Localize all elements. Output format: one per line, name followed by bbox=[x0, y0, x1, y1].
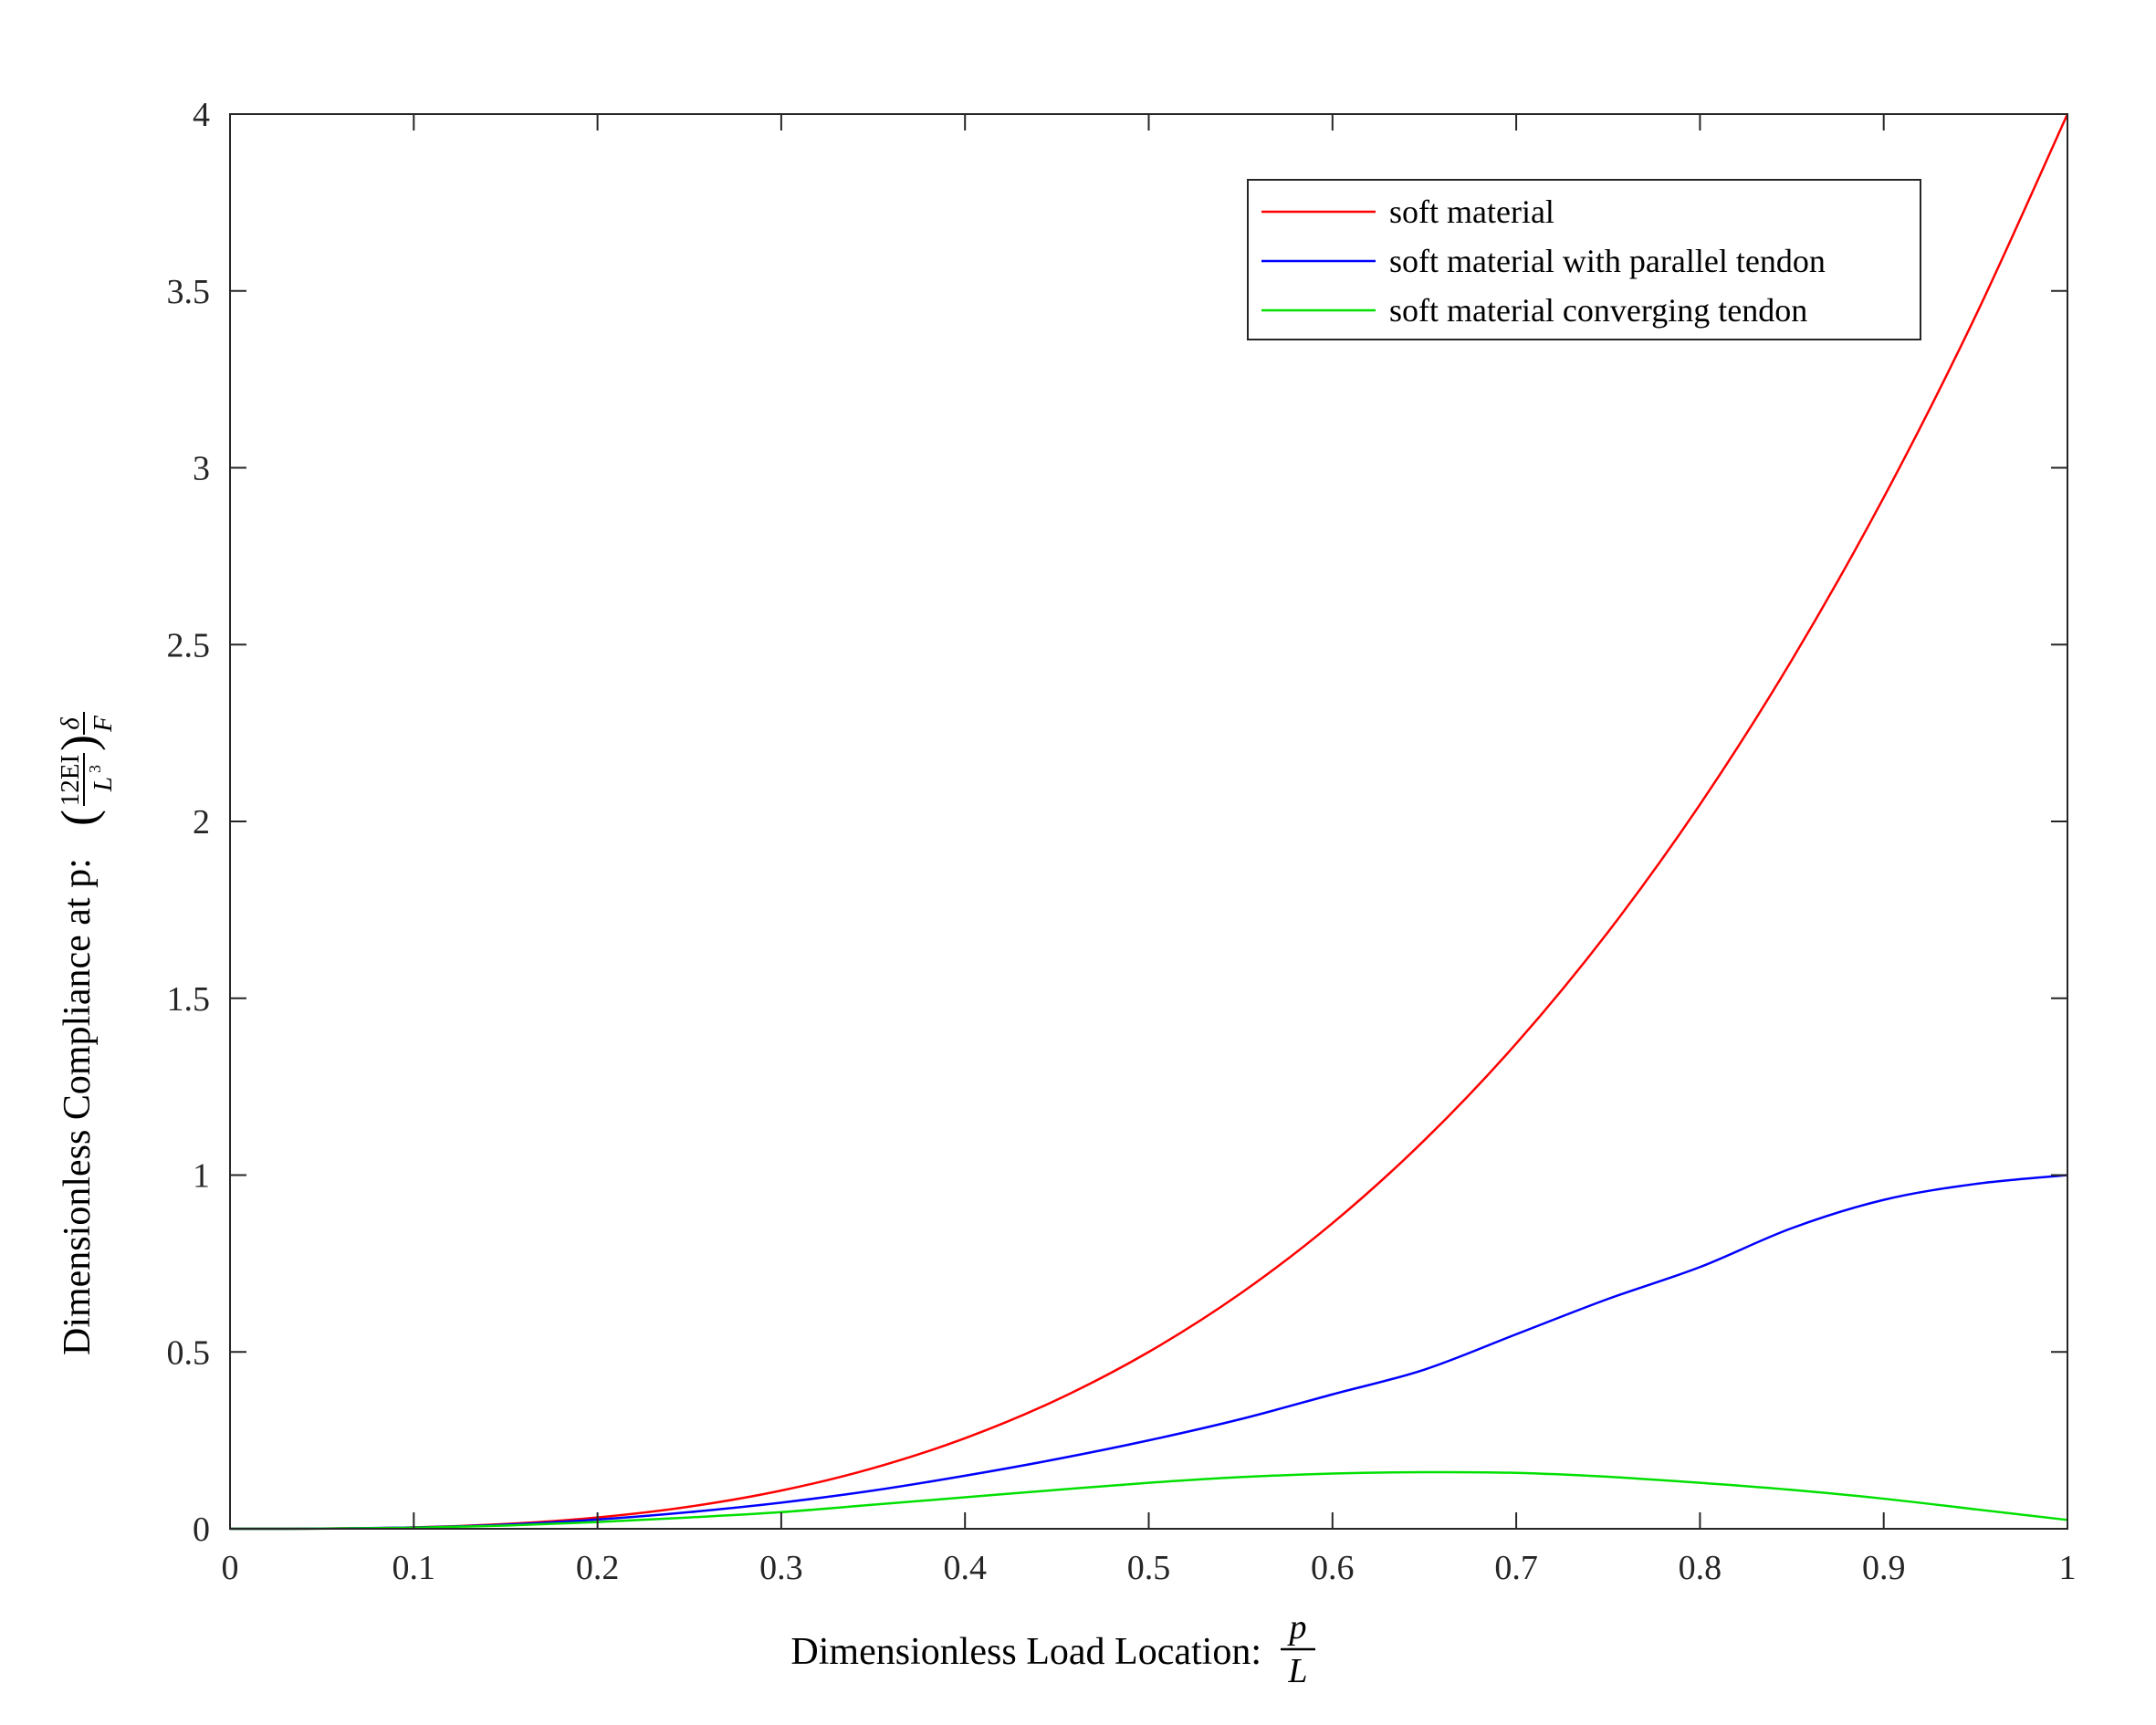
y-tick-label: 3 bbox=[193, 450, 210, 488]
y-label-num: 12EI bbox=[56, 755, 85, 806]
legend-label-1: soft material bbox=[1389, 193, 1554, 230]
legend-label-3: soft material converging tendon bbox=[1389, 292, 1807, 329]
y-label-formula: ( 12EI L 3 ) δ F bbox=[51, 712, 118, 826]
plot-area bbox=[230, 114, 2067, 1529]
series-line-3 bbox=[229, 1470, 2068, 1531]
x-tick-label: 0.9 bbox=[1862, 1549, 1906, 1587]
x-axis-label-text: Dimensionless Load Location: bbox=[790, 1631, 1261, 1673]
y-tick-label: 0 bbox=[193, 1511, 210, 1549]
x-tick-label: 0.5 bbox=[1127, 1549, 1171, 1587]
y-tick-label: 1 bbox=[193, 1157, 210, 1196]
y-axis-label: Dimensionless Compliance at p: ( 12EI L … bbox=[51, 712, 118, 1355]
x-tick-label: 0.7 bbox=[1494, 1549, 1538, 1587]
y-tick-label: 3.5 bbox=[167, 273, 211, 311]
y-axis-label-text: Dimensionless Compliance at p: bbox=[57, 858, 99, 1355]
x-tick-label: 0.8 bbox=[1679, 1549, 1722, 1587]
x-axis-label: Dimensionless Load Location: p L bbox=[790, 1608, 1315, 1690]
x-tick-label: 0.1 bbox=[392, 1549, 436, 1587]
x-tick-label: 1 bbox=[2059, 1549, 2077, 1587]
y-label-den-exp: 3 bbox=[86, 765, 104, 773]
x-tick-label: 0 bbox=[222, 1549, 239, 1587]
series-line-1 bbox=[229, 113, 2069, 1531]
x-tick-label: 0.6 bbox=[1311, 1549, 1355, 1587]
legend-items: soft material soft material with parallel… bbox=[1261, 193, 1826, 329]
y-tick-label: 2 bbox=[193, 803, 210, 842]
x-tick-label: 0.3 bbox=[759, 1549, 803, 1587]
y-tick-label: 4 bbox=[193, 96, 210, 134]
y-tick-label: 0.5 bbox=[167, 1333, 211, 1372]
y-label-right-paren: ) bbox=[51, 735, 106, 751]
y-label-den: L bbox=[89, 777, 118, 792]
y-label-delta: δ bbox=[56, 717, 85, 730]
y-label-left-paren: ( bbox=[51, 810, 106, 826]
x-label-numerator: p bbox=[1287, 1608, 1307, 1647]
y-tick-label: 1.5 bbox=[167, 980, 211, 1019]
ticks-layer: 0 0.1 0.2 0.3 0.4 0.5 0.6 0.7 0.8 0.9 1 0 0.5 1 1.5 2 2.… bbox=[167, 96, 2077, 1587]
x-tick-label: 0.2 bbox=[576, 1549, 620, 1587]
y-tick-label: 2.5 bbox=[167, 626, 211, 664]
y-label-F: F bbox=[89, 716, 118, 733]
legend-box bbox=[1247, 179, 1921, 340]
legend: soft material soft material with parallel… bbox=[1247, 179, 1921, 340]
x-label-denominator: L bbox=[1287, 1652, 1307, 1690]
legend-label-2: soft material with parallel tendon bbox=[1389, 243, 1826, 279]
series-layer bbox=[229, 113, 2069, 1531]
x-tick-label: 0.4 bbox=[943, 1549, 987, 1587]
